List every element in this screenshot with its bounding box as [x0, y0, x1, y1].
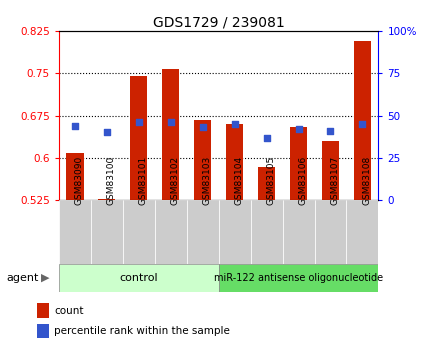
Text: percentile rank within the sample: percentile rank within the sample	[54, 326, 229, 336]
Text: GSM83106: GSM83106	[298, 156, 307, 205]
Bar	[225, 124, 243, 200]
Bar	[161, 69, 179, 200]
Text: GSM83102: GSM83102	[170, 156, 179, 205]
Point	[263, 135, 270, 140]
Text: GSM83108: GSM83108	[362, 156, 371, 205]
Bar	[289, 127, 306, 200]
Bar	[218, 264, 378, 292]
Bar	[194, 119, 211, 200]
Point	[294, 126, 301, 132]
Bar	[37, 324, 49, 338]
Bar	[282, 200, 314, 264]
Bar	[314, 200, 345, 264]
Point	[230, 121, 237, 127]
Bar	[257, 167, 275, 200]
Bar	[91, 200, 122, 264]
Text: count: count	[54, 306, 83, 316]
Point	[326, 128, 333, 134]
Bar	[130, 76, 147, 200]
Text: control: control	[119, 273, 158, 283]
Text: agent: agent	[7, 273, 39, 283]
Bar	[186, 200, 218, 264]
Text: ▶: ▶	[41, 273, 50, 283]
Bar	[250, 200, 282, 264]
Bar	[346, 200, 378, 264]
Point	[71, 123, 78, 128]
Text: GSM83090: GSM83090	[75, 156, 83, 205]
Bar	[59, 264, 218, 292]
Text: GSM83100: GSM83100	[106, 156, 115, 205]
Bar	[353, 41, 370, 200]
Point	[199, 125, 206, 130]
Bar	[218, 200, 250, 264]
Point	[103, 130, 110, 135]
Bar	[155, 200, 186, 264]
Point	[135, 120, 142, 125]
Text: GSM83103: GSM83103	[202, 156, 211, 205]
Bar	[37, 303, 49, 318]
Bar	[321, 141, 339, 200]
Text: GSM83107: GSM83107	[330, 156, 339, 205]
Point	[358, 121, 365, 127]
Bar	[122, 200, 155, 264]
Text: GSM83104: GSM83104	[234, 156, 243, 205]
Title: GDS1729 / 239081: GDS1729 / 239081	[152, 16, 284, 30]
Bar	[98, 199, 115, 200]
Text: GSM83105: GSM83105	[266, 156, 275, 205]
Text: GSM83101: GSM83101	[138, 156, 147, 205]
Text: miR-122 antisense oligonucleotide: miR-122 antisense oligonucleotide	[214, 273, 382, 283]
Bar	[66, 153, 83, 200]
Bar	[59, 200, 91, 264]
Point	[167, 120, 174, 125]
